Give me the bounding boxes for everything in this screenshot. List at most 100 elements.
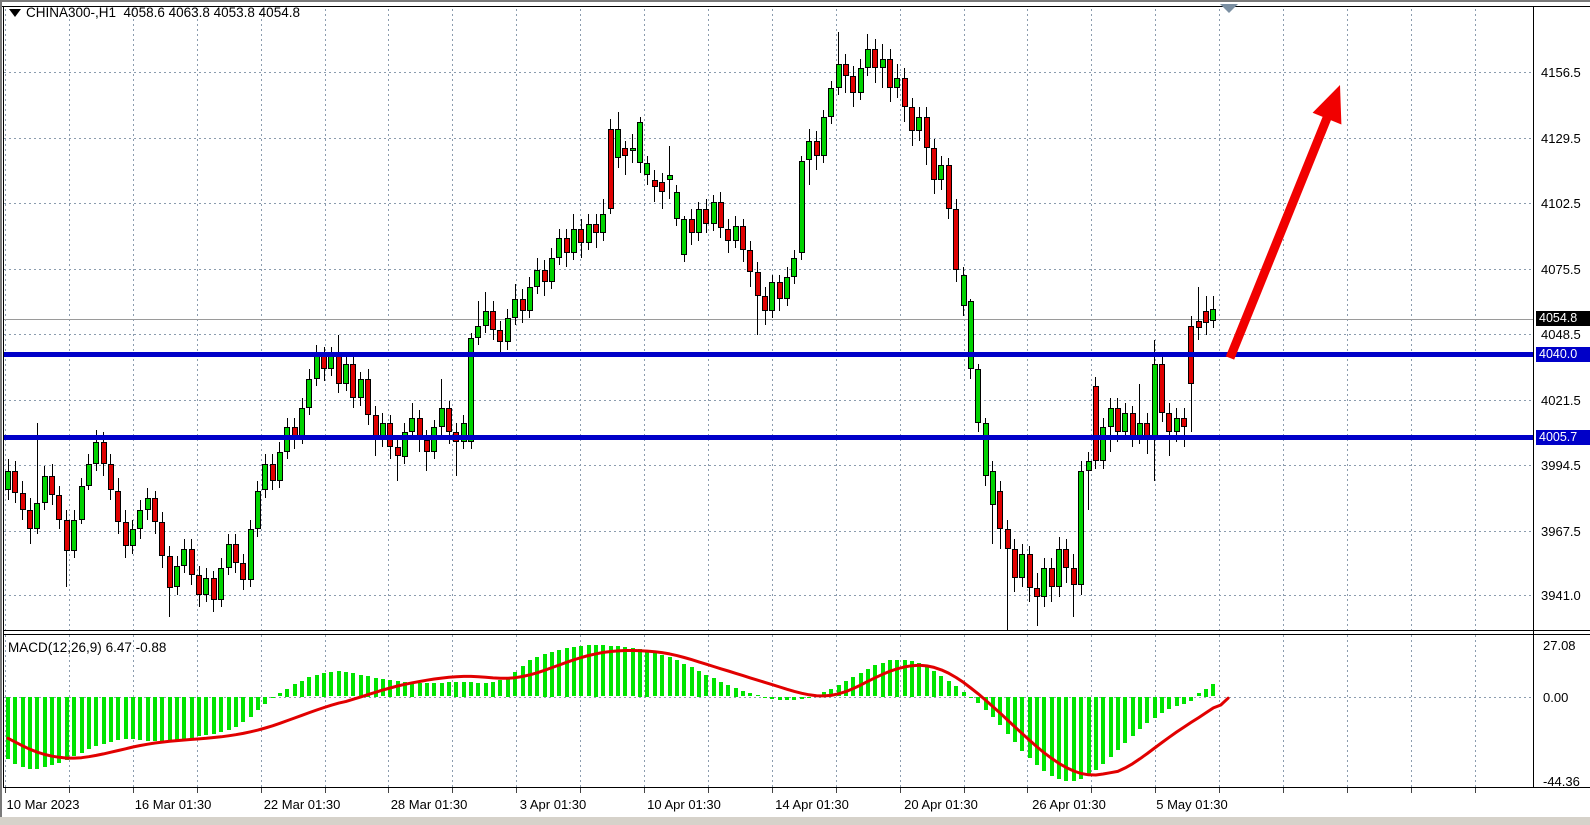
price-gridline	[4, 465, 1533, 466]
candle-bull	[857, 68, 864, 93]
candle-bull	[41, 475, 48, 503]
macd-histogram-bar	[505, 676, 510, 697]
candle-bear	[446, 408, 452, 433]
candle-bear	[100, 442, 107, 464]
panel-divider-line-2[interactable]	[3, 634, 1590, 635]
candle-bear	[196, 575, 203, 595]
macd-axis-label: -44.36	[1543, 773, 1580, 789]
chart-shift-marker-icon[interactable]	[1220, 4, 1238, 13]
macd-histogram-bar	[263, 696, 268, 704]
macd-histogram-bar	[322, 672, 327, 697]
macd-histogram-bar	[1160, 696, 1164, 714]
candle-bull	[306, 378, 313, 408]
macd-panel[interactable]	[4, 635, 1533, 787]
macd-histogram-bar	[314, 674, 319, 697]
candle-bear	[747, 250, 754, 273]
candle-bear	[12, 471, 19, 493]
main-chart-panel[interactable]	[4, 7, 1533, 630]
candle-wick	[1088, 451, 1089, 510]
candle-bull	[262, 463, 269, 491]
time-gridline-macd	[388, 635, 390, 787]
macd-histogram-bar	[660, 654, 665, 697]
candle-bull	[276, 451, 283, 481]
candle-wick	[441, 378, 443, 435]
candle-bull	[629, 148, 636, 151]
candle-bull	[534, 269, 541, 287]
time-axis-tick	[132, 788, 134, 793]
macd-histogram-bar	[402, 681, 407, 697]
macd-histogram-bar	[1042, 696, 1047, 772]
macd-histogram-bar	[888, 660, 892, 697]
macd-histogram-bar	[1012, 696, 1017, 743]
macd-histogram-bar	[211, 696, 216, 734]
price-axis[interactable]: 4156.5 4129.5 4102.5 4075.5 4048.5 4021.5 3994…	[1534, 7, 1590, 789]
macd-histogram-bar	[226, 696, 231, 730]
chart-border-top	[0, 6, 1590, 7]
macd-histogram-bar	[417, 682, 422, 697]
time-gridline-macd	[1346, 635, 1348, 787]
candle-bull	[401, 432, 408, 457]
candle-bull	[820, 116, 827, 156]
symbol-dropdown-icon[interactable]	[9, 9, 21, 17]
candle-bull	[600, 213, 607, 234]
macd-histogram-bar	[527, 660, 532, 697]
candle-bull	[666, 175, 673, 180]
candle-bear	[1129, 412, 1136, 438]
macd-histogram-bar	[704, 674, 709, 697]
macd-histogram-bar	[439, 682, 444, 697]
macd-histogram-bar	[1057, 696, 1061, 780]
candle-bull	[482, 311, 489, 326]
candle-bull	[1210, 308, 1217, 321]
candle-bull	[526, 286, 533, 311]
candle-bull	[174, 565, 180, 588]
price-axis-label: 4021.5	[1541, 392, 1581, 408]
candle-bear	[1011, 548, 1018, 578]
candle-bull	[585, 223, 592, 243]
macd-histogram-bar	[329, 671, 334, 697]
macd-histogram-bar	[153, 696, 157, 742]
candle-bear	[703, 209, 710, 224]
candle-bull	[1041, 568, 1048, 598]
time-gridline-macd	[5, 635, 6, 787]
candle-bear	[717, 201, 724, 229]
candle-bear	[394, 446, 401, 457]
macd-histogram-bar	[28, 696, 32, 769]
support-resistance-line[interactable]	[4, 435, 1533, 441]
macd-histogram-bar	[1005, 696, 1010, 734]
candle-bull	[975, 369, 982, 423]
candle-bull	[254, 490, 261, 530]
macd-histogram-bar	[1189, 696, 1194, 702]
macd-histogram-bar	[1115, 696, 1120, 751]
macd-histogram-bar	[667, 657, 672, 697]
candle-bear	[27, 509, 33, 530]
candle-bull	[137, 509, 144, 530]
macd-histogram-bar	[910, 661, 914, 697]
price-gridline	[4, 530, 1533, 532]
macd-histogram-bar	[189, 696, 194, 738]
time-axis-tick	[1410, 788, 1412, 793]
macd-histogram-bar	[138, 696, 143, 740]
macd-histogram-bar	[160, 696, 165, 742]
macd-histogram-bar	[233, 696, 238, 727]
candle-bear	[578, 228, 585, 244]
time-gridline-macd	[899, 635, 901, 787]
candle-bear	[725, 228, 732, 241]
candle-bear	[232, 543, 239, 564]
candle-bull	[644, 163, 651, 176]
macd-histogram-bar	[924, 666, 929, 697]
candle-bull	[475, 325, 482, 338]
current-price-line	[4, 319, 1533, 320]
time-gridline-macd	[1219, 635, 1221, 787]
macd-histogram-bar	[1182, 696, 1186, 704]
price-gridline	[4, 334, 1533, 335]
support-resistance-line[interactable]	[4, 352, 1533, 358]
time-axis[interactable]: 10 Mar 2023 16 Mar 01:30 22 Mar 01:30 28 Ma…	[0, 788, 1590, 817]
macd-histogram-bar	[895, 659, 900, 697]
time-gridline-macd	[1410, 635, 1412, 787]
candle-bull	[548, 257, 555, 282]
time-gridline-macd	[1091, 635, 1093, 787]
price-axis-label: 4075.5	[1541, 261, 1581, 277]
macd-histogram-bar	[1167, 696, 1172, 710]
time-axis-tick	[1219, 788, 1221, 793]
macd-histogram-bar	[535, 656, 540, 697]
